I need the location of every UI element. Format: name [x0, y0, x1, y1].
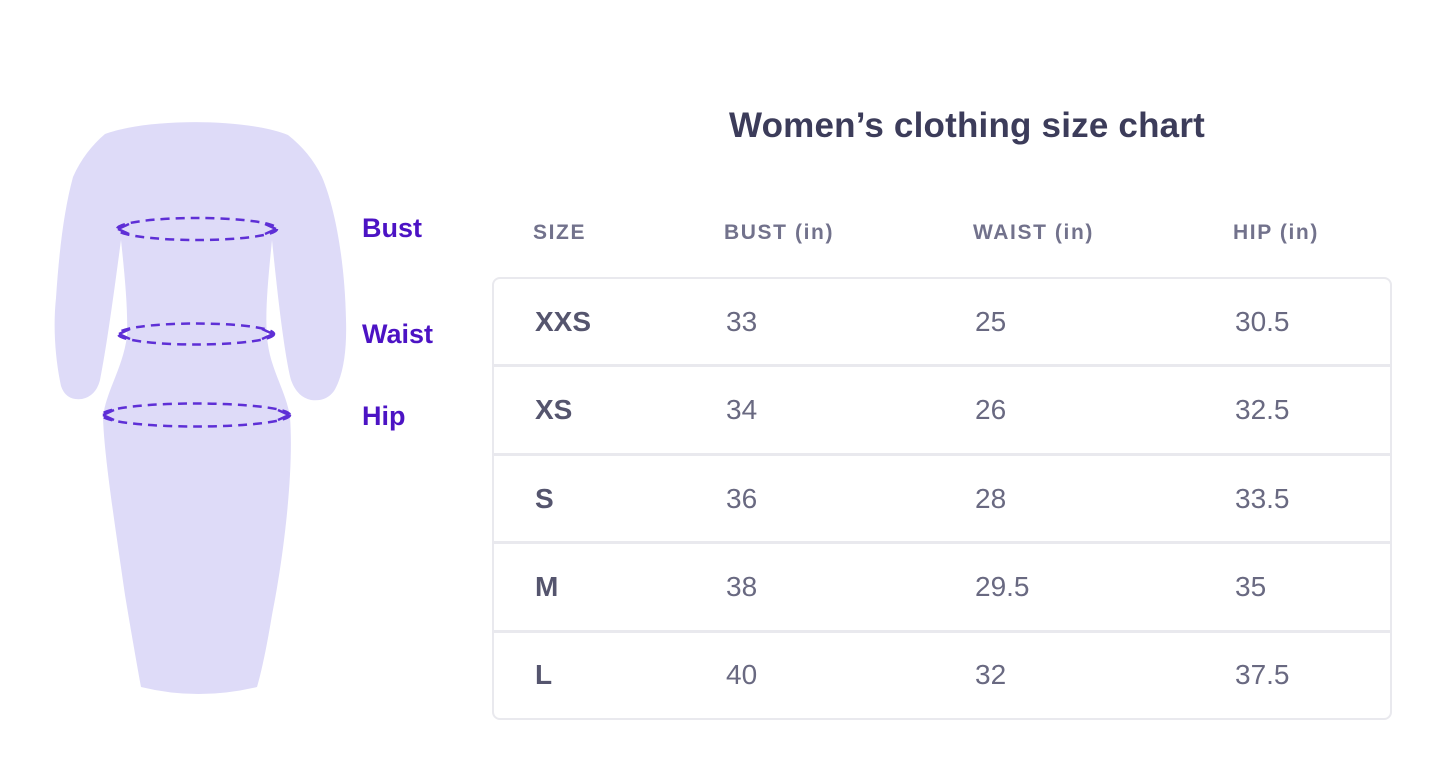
- size-cell: M: [535, 570, 559, 602]
- waist-cell: 26: [975, 394, 1007, 426]
- size-cell: XXS: [535, 305, 592, 337]
- hip-cell: 37.5: [1235, 659, 1290, 691]
- waist-cell: 29.5: [975, 570, 1030, 602]
- column-header-waist: WAIST (in): [973, 221, 1094, 244]
- table-row: M 38 29.5 35: [494, 541, 1390, 629]
- waist-measure-line: [116, 322, 276, 346]
- hip-cell: 35: [1235, 570, 1267, 602]
- table-header-row: SIZE BUST (in) WAIST (in) HIP (in): [492, 220, 1392, 246]
- size-cell: L: [535, 659, 553, 691]
- waist-cell: 25: [975, 305, 1007, 337]
- waist-cell: 32: [975, 659, 1007, 691]
- table-row: XS 34 26 32.5: [494, 364, 1390, 452]
- hip-cell: 30.5: [1235, 305, 1290, 337]
- bust-cell: 34: [726, 394, 758, 426]
- bust-cell: 38: [726, 570, 758, 602]
- table-row: S 36 28 33.5: [494, 452, 1390, 541]
- waist-cell: 28: [975, 482, 1007, 514]
- bust-cell: 40: [726, 659, 758, 691]
- hip-measure-line: [100, 402, 292, 428]
- size-table: XXS 33 25 30.5 XS 34 26 32.5 S 36 28 33.…: [492, 277, 1392, 720]
- dress-illustration: [54, 122, 347, 694]
- column-header-hip: HIP (in): [1233, 221, 1319, 244]
- bust-label: Bust: [362, 213, 422, 243]
- size-cell: XS: [535, 394, 573, 426]
- hip-cell: 32.5: [1235, 394, 1290, 426]
- page-title: Women’s clothing size chart: [728, 106, 1206, 145]
- bust-measure-line: [115, 216, 279, 242]
- waist-label: Waist: [362, 319, 434, 349]
- hip-cell: 33.5: [1235, 482, 1290, 514]
- column-header-size: SIZE: [533, 221, 587, 244]
- bust-cell: 36: [726, 482, 758, 514]
- dress-silhouette: [54, 122, 347, 694]
- table-row: XXS 33 25 30.5: [494, 279, 1390, 364]
- column-header-bust: BUST (in): [724, 221, 835, 244]
- table-row: L 40 32 37.5: [494, 629, 1390, 718]
- hip-label: Hip: [362, 401, 406, 431]
- size-cell: S: [535, 482, 554, 514]
- bust-cell: 33: [726, 305, 758, 337]
